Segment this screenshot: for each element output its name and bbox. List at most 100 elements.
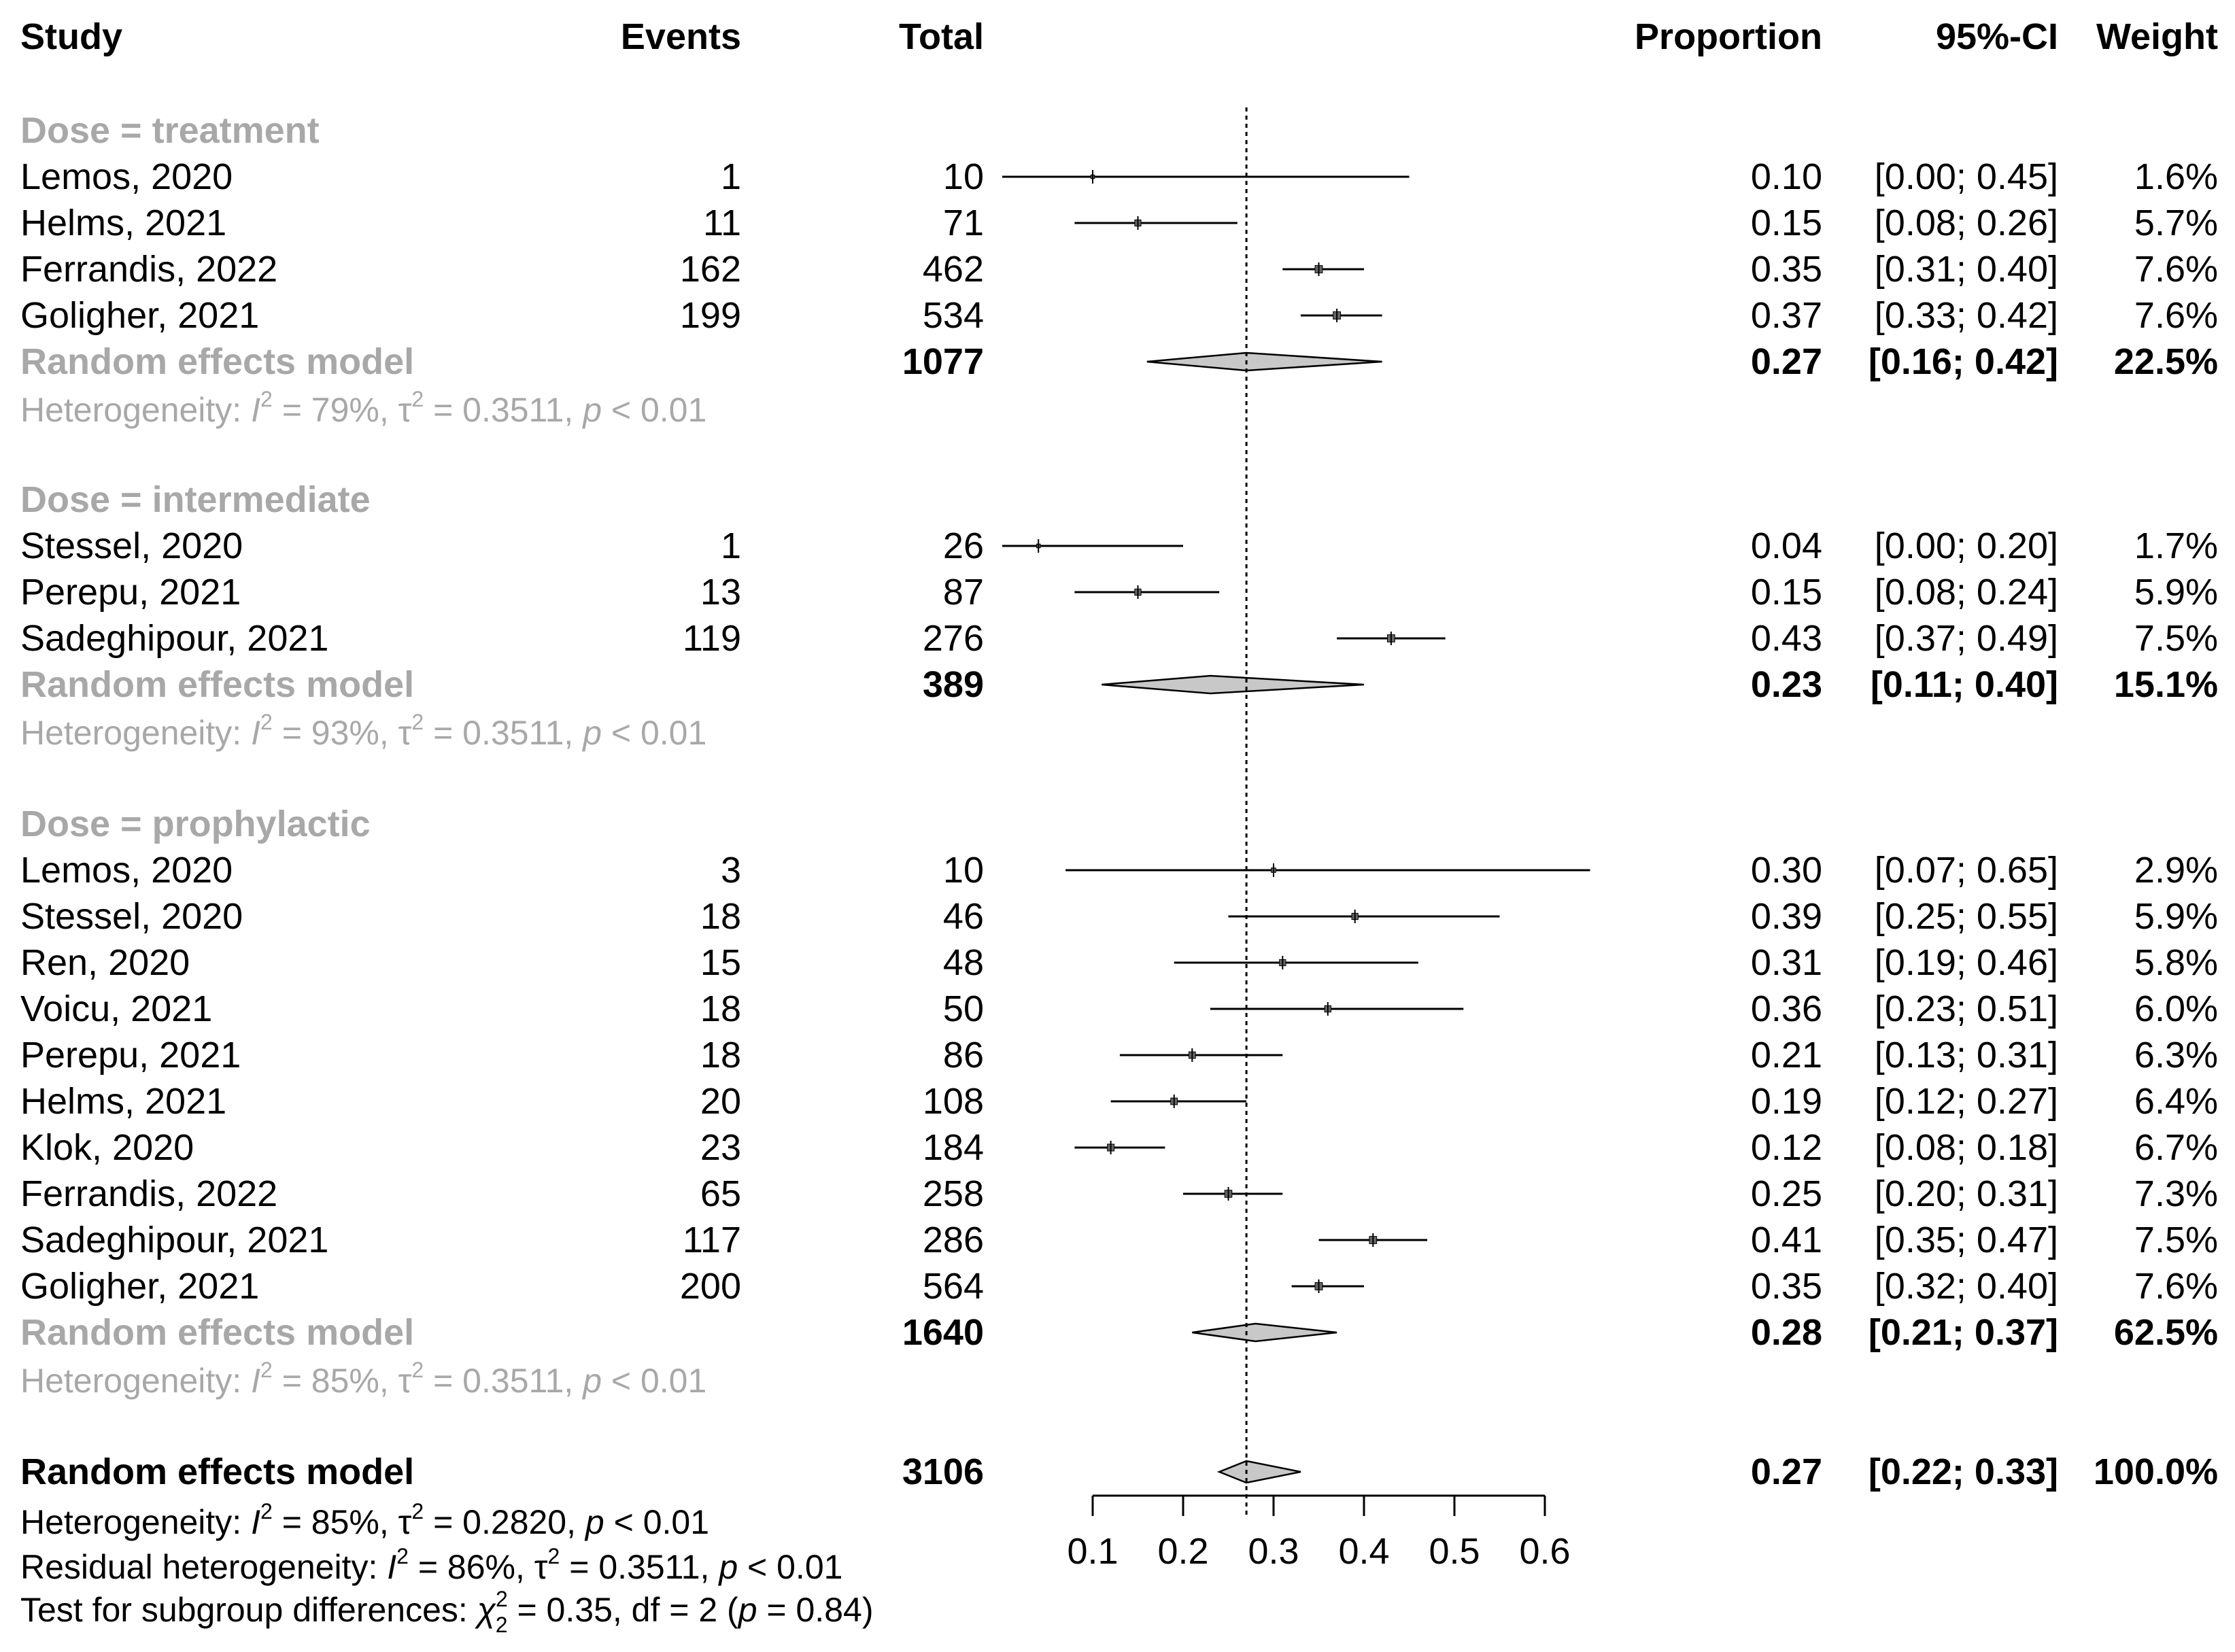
study-ci: [0.20; 0.31] (1875, 1173, 2058, 1214)
study-total: 71 (943, 203, 984, 243)
subgroup-test-chi: χ (475, 1591, 496, 1629)
study-name: Helms, 2021 (20, 203, 226, 243)
het-i-sup: 2 (260, 710, 273, 734)
het-tau2-value: = 0.3511, (424, 391, 583, 429)
study-ci: [0.19; 0.46] (1875, 942, 2058, 983)
study-events: 119 (683, 618, 741, 659)
study-events: 3 (721, 850, 741, 891)
het-i2-value: = 85%, (273, 1362, 398, 1400)
study-proportion: 0.37 (1751, 295, 1822, 336)
study-total: 87 (943, 572, 984, 613)
subgroup-model-proportion: 0.28 (1751, 1312, 1822, 1353)
het-p-value: < 0.01 (602, 1362, 706, 1400)
study-weight: 2.9% (2134, 850, 2218, 891)
study-ci: [0.08; 0.18] (1875, 1127, 2058, 1168)
het-tau-sup: 2 (548, 1544, 560, 1568)
study-total: 258 (923, 1173, 984, 1214)
study-proportion: 0.19 (1751, 1081, 1822, 1122)
study-name: Klok, 2020 (20, 1127, 194, 1168)
study-ci: [0.00; 0.20] (1875, 526, 2058, 566)
het-p-symbol: p (581, 714, 602, 752)
subgroup-test-stat: = 0.35, df = 2 ( (508, 1591, 738, 1629)
het-i2-value: = 79%, (273, 391, 398, 429)
subgroup-heterogeneity: Heterogeneity: I2 = 79%, τ2 = 0.3511, p … (20, 387, 706, 429)
study-proportion: 0.21 (1751, 1035, 1822, 1075)
study-events: 1 (721, 156, 741, 197)
study-events: 13 (700, 572, 741, 613)
subgroup-model-proportion: 0.27 (1751, 341, 1822, 382)
study-proportion: 0.04 (1751, 526, 1822, 566)
study-weight: 1.7% (2134, 526, 2218, 566)
het-tau2-value: = 0.3511, (560, 1548, 719, 1586)
het-tau-sup: 2 (411, 1358, 424, 1382)
overall-model-total: 3106 (902, 1451, 984, 1492)
het-prefix: Residual heterogeneity: (20, 1548, 387, 1586)
subgroup-diamond (1146, 351, 1382, 372)
subgroup-model-label: Random effects model (20, 1312, 414, 1353)
study-proportion: 0.39 (1751, 896, 1822, 937)
het-tau-symbol: τ (398, 1362, 412, 1400)
overall-model-proportion: 0.27 (1751, 1451, 1822, 1492)
study-name: Ferrandis, 2022 (20, 249, 277, 290)
x-axis-tick-label: 0.3 (1248, 1531, 1299, 1572)
header-events: Events (621, 16, 741, 57)
het-tau-symbol: τ (534, 1548, 548, 1586)
study-ci: [0.07; 0.65] (1875, 850, 2058, 891)
study-proportion: 0.15 (1751, 572, 1822, 613)
het-tau-sup: 2 (411, 1499, 424, 1524)
het-p-symbol: p (717, 1548, 738, 1586)
header-ci: 95%-CI (1936, 16, 2058, 57)
header-proportion: Proportion (1635, 16, 1822, 57)
het-p-symbol: p (581, 1362, 602, 1400)
study-total: 86 (943, 1035, 984, 1075)
study-events: 117 (683, 1220, 741, 1260)
subgroup-model-weight: 22.5% (2114, 341, 2218, 382)
subgroup-model-ci: [0.11; 0.40] (1871, 664, 2058, 705)
study-total: 48 (943, 942, 984, 983)
subgroup-test-chi-sub: 2 (496, 1613, 508, 1637)
het-prefix: Heterogeneity: (20, 1503, 251, 1541)
study-ci: [0.08; 0.26] (1875, 203, 2058, 243)
x-axis-tick-label: 0.4 (1338, 1531, 1389, 1572)
overall-model-ci: [0.22; 0.33] (1869, 1451, 2058, 1492)
study-weight: 6.3% (2134, 1035, 2218, 1075)
study-total: 462 (923, 249, 984, 290)
study-weight: 7.5% (2134, 1220, 2218, 1260)
subgroup-diamond (1192, 1322, 1337, 1343)
study-proportion: 0.35 (1751, 1266, 1822, 1307)
subgroup-test-p-symbol: p (737, 1591, 757, 1629)
study-ci: [0.08; 0.24] (1875, 572, 2058, 613)
study-name: Stessel, 2020 (20, 526, 243, 566)
study-weight: 5.7% (2134, 203, 2218, 243)
subgroup-model-total: 1077 (902, 341, 984, 382)
study-name: Helms, 2021 (20, 1081, 226, 1122)
study-ci: [0.13; 0.31] (1875, 1035, 2058, 1075)
x-axis-tick-label: 0.2 (1157, 1531, 1208, 1572)
subgroup-model-ci: [0.16; 0.42] (1869, 341, 2058, 382)
subgroup-model-proportion: 0.23 (1751, 664, 1822, 705)
study-name: Goligher, 2021 (20, 1266, 259, 1307)
study-total: 108 (923, 1081, 984, 1122)
study-weight: 6.7% (2134, 1127, 2218, 1168)
study-weight: 5.8% (2134, 942, 2218, 983)
footer-subgroup-test: Test for subgroup differences: χ2 2 = 0.3… (20, 1587, 873, 1637)
study-proportion: 0.43 (1751, 618, 1822, 659)
study-events: 15 (700, 942, 741, 983)
footer-residual-heterogeneity: Residual heterogeneity: I2 = 86%, τ2 = 0… (20, 1544, 842, 1586)
study-events: 199 (680, 295, 741, 336)
x-axis-tick-label: 0.5 (1429, 1531, 1480, 1572)
study-proportion: 0.25 (1751, 1173, 1822, 1214)
study-name: Sadeghipour, 2021 (20, 1220, 328, 1260)
subgroup-model-total: 389 (923, 664, 984, 705)
study-proportion: 0.31 (1751, 942, 1822, 983)
study-name: Lemos, 2020 (20, 156, 233, 197)
subgroup-test-p-value: = 0.84) (757, 1591, 874, 1629)
study-name: Goligher, 2021 (20, 295, 259, 336)
het-prefix: Heterogeneity: (20, 1362, 251, 1400)
het-tau-sup: 2 (411, 710, 424, 734)
study-proportion: 0.36 (1751, 988, 1822, 1029)
x-axis-tick-label: 0.1 (1067, 1531, 1118, 1572)
study-proportion: 0.41 (1751, 1220, 1822, 1260)
subgroup-model-weight: 62.5% (2114, 1312, 2218, 1353)
study-events: 11 (703, 203, 741, 243)
